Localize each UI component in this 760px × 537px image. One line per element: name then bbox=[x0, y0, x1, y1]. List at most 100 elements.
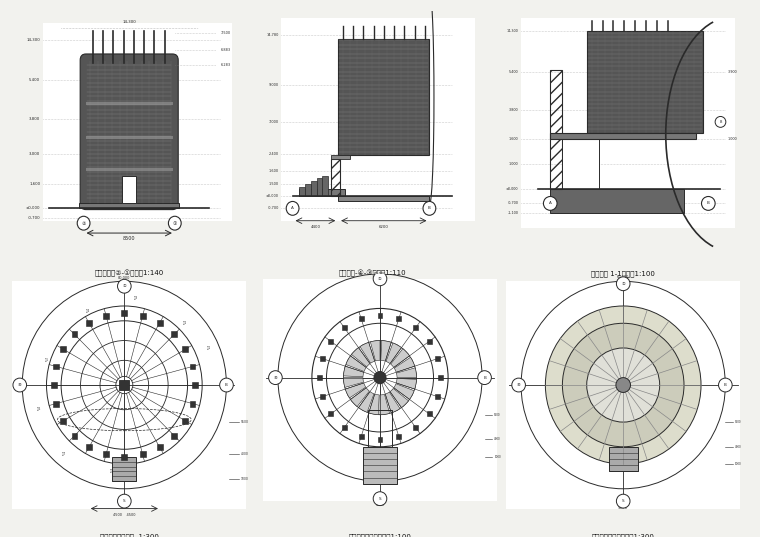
Text: 3,000: 3,000 bbox=[29, 152, 40, 156]
Bar bbox=[342, 425, 347, 430]
Circle shape bbox=[118, 494, 131, 508]
Bar bbox=[427, 411, 432, 416]
Bar bbox=[368, 410, 392, 447]
Text: 5,400: 5,400 bbox=[509, 70, 518, 75]
Bar bbox=[51, 382, 57, 388]
Text: 风情竹楼一层底平面图1:300: 风情竹楼一层底平面图1:300 bbox=[592, 533, 654, 537]
Text: -0,700: -0,700 bbox=[268, 206, 279, 211]
Text: A: A bbox=[291, 206, 294, 211]
Text: 14,780: 14,780 bbox=[267, 33, 279, 38]
Text: ④: ④ bbox=[517, 383, 521, 387]
Circle shape bbox=[511, 378, 525, 392]
Text: 80,000: 80,000 bbox=[118, 276, 131, 280]
Text: 风情竹楼-④-③立面图1:110: 风情竹楼-④-③立面图1:110 bbox=[339, 270, 406, 277]
Text: 14,300: 14,300 bbox=[27, 38, 40, 42]
Bar bbox=[363, 447, 397, 484]
Bar bbox=[338, 196, 429, 201]
Text: 7,500: 7,500 bbox=[220, 31, 230, 35]
Bar bbox=[122, 454, 127, 460]
Text: 风情竹楼一平面图  1:300: 风情竹楼一平面图 1:300 bbox=[100, 533, 159, 537]
Text: ±0,000: ±0,000 bbox=[26, 206, 40, 211]
Text: B: B bbox=[719, 120, 722, 124]
Text: 5500: 5500 bbox=[735, 420, 742, 424]
Text: 根.8: 根.8 bbox=[110, 468, 114, 473]
Text: ④: ④ bbox=[274, 375, 277, 380]
Bar bbox=[140, 451, 145, 457]
Text: ±0,000: ±0,000 bbox=[506, 186, 518, 191]
Wedge shape bbox=[380, 394, 390, 415]
Circle shape bbox=[13, 378, 27, 392]
Text: A: A bbox=[549, 201, 552, 206]
Bar bbox=[331, 159, 340, 196]
Text: 1000: 1000 bbox=[735, 462, 742, 466]
Bar bbox=[119, 380, 129, 390]
Bar bbox=[427, 339, 432, 344]
Text: 6,883: 6,883 bbox=[220, 48, 230, 52]
Circle shape bbox=[543, 197, 557, 211]
Wedge shape bbox=[352, 347, 370, 367]
Bar bbox=[103, 313, 109, 319]
Wedge shape bbox=[345, 383, 366, 398]
Bar bbox=[320, 394, 325, 399]
Bar bbox=[86, 136, 173, 139]
Circle shape bbox=[287, 201, 299, 215]
Text: 9000: 9000 bbox=[618, 505, 629, 510]
Bar bbox=[609, 447, 638, 471]
Wedge shape bbox=[381, 340, 391, 361]
Text: 14,300: 14,300 bbox=[122, 20, 136, 24]
Bar bbox=[439, 375, 443, 380]
Bar bbox=[53, 401, 59, 407]
Bar bbox=[192, 382, 198, 388]
Bar bbox=[86, 168, 173, 171]
Bar bbox=[60, 418, 66, 424]
Bar bbox=[171, 433, 177, 439]
Bar bbox=[562, 139, 599, 188]
Bar bbox=[281, 18, 475, 221]
Bar bbox=[413, 425, 418, 430]
Text: 风情竹楼一露台平面图1:100: 风情竹楼一露台平面图1:100 bbox=[349, 533, 411, 537]
Text: 1,600: 1,600 bbox=[269, 169, 279, 173]
Bar bbox=[86, 444, 92, 450]
Text: ②: ② bbox=[81, 221, 86, 226]
Wedge shape bbox=[346, 356, 366, 372]
Text: 3,800: 3,800 bbox=[509, 107, 518, 112]
Circle shape bbox=[562, 323, 684, 447]
Text: B: B bbox=[483, 375, 486, 380]
Bar bbox=[521, 18, 735, 228]
Wedge shape bbox=[396, 379, 416, 389]
Bar bbox=[328, 411, 333, 416]
Bar bbox=[550, 188, 684, 213]
Text: 2,400: 2,400 bbox=[269, 152, 279, 156]
Wedge shape bbox=[397, 368, 416, 378]
Text: ①: ① bbox=[378, 277, 382, 281]
Circle shape bbox=[169, 216, 181, 230]
Text: 根.7: 根.7 bbox=[62, 451, 65, 455]
Bar bbox=[140, 313, 145, 319]
Bar bbox=[550, 133, 696, 139]
Bar bbox=[359, 316, 363, 321]
Bar bbox=[86, 101, 173, 105]
Bar bbox=[378, 437, 382, 442]
Text: 根.3: 根.3 bbox=[135, 295, 138, 300]
Wedge shape bbox=[344, 378, 363, 387]
Wedge shape bbox=[385, 392, 400, 413]
Circle shape bbox=[715, 117, 726, 127]
Text: S: S bbox=[378, 497, 382, 500]
Bar bbox=[182, 418, 188, 424]
Text: ±0,000: ±0,000 bbox=[266, 194, 279, 198]
Bar bbox=[79, 204, 179, 208]
Bar bbox=[299, 188, 345, 196]
Text: 14,300: 14,300 bbox=[507, 28, 518, 33]
Bar bbox=[587, 31, 704, 133]
Bar bbox=[157, 320, 163, 326]
Circle shape bbox=[616, 277, 630, 291]
Bar bbox=[317, 375, 321, 380]
Bar bbox=[60, 346, 66, 352]
Text: 7,000: 7,000 bbox=[269, 120, 279, 124]
Text: B: B bbox=[724, 383, 727, 387]
Circle shape bbox=[616, 494, 630, 508]
Text: B: B bbox=[428, 206, 431, 211]
Bar bbox=[378, 314, 382, 318]
Text: 5500: 5500 bbox=[241, 420, 249, 424]
Circle shape bbox=[718, 378, 732, 392]
